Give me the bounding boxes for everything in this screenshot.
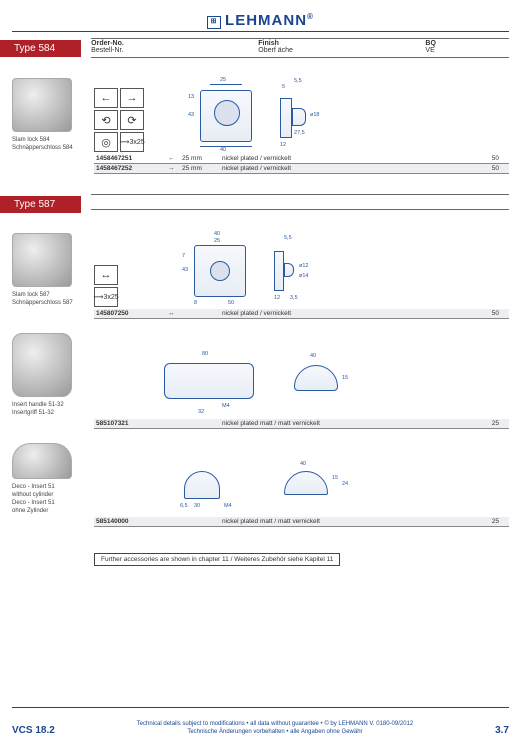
rotate-left-icon: ⟲ [94,110,118,130]
section-deco: Deco - Insert 51 without cylinder Deco -… [12,443,509,527]
page-footer: VCS 18.2 Technical details subject to mo… [12,720,509,736]
iconbox-587: ↔ ⟿3x25 [94,265,124,307]
table-row: 1458467251 ← 25 mm nickel plated / verni… [94,154,509,164]
arrow-right-icon: → [120,88,144,108]
brand-reg: ® [307,12,314,21]
label-584-en: Slam lock 584 [12,136,86,144]
label-handle-de: Insertgriff 51-32 [12,409,86,417]
type-tab-587: Type 587 [0,196,81,213]
table-row: 145807250 ↔ nickel plated / vernickelt 5… [94,309,509,319]
label-587-de: Schnäpperschloss 587 [12,299,86,307]
label-deco-en2: without cylinder [12,491,86,499]
product-image-587 [12,233,72,287]
techdraw-587: 40 25 7 43 8 50 5,5 ø12 ø14 12 3,5 [134,227,509,307]
table-row: 1458467252 → 25 mm nickel plated / verni… [94,164,509,174]
rotate-right-icon: ⟳ [120,110,144,130]
brand-name: LEHMANN [225,12,307,29]
product-image-deco [12,443,72,479]
table-587: 145807250 ↔ nickel plated / vernickelt 5… [94,309,509,319]
section-587: Slam lock 587 Schnäpperschloss 587 ↔ ⟿3x… [12,227,509,319]
thumb-insert-handle: Insert handle 51-32 Insertgriff 51-32 [12,333,86,417]
washer-icon: ◎ [94,132,118,152]
top-rule [12,31,509,32]
screw-icon: ⟿3x25 [94,287,118,307]
footer-page: 3.7 [495,725,509,736]
screw-icon: ⟿3x25 [120,132,144,152]
table-row: 585140000 nickel plated matt / matt vern… [94,517,509,527]
col-bq: BQ VE [425,40,509,54]
footer-vcs: VCS 18.2 [12,725,55,736]
brand-logo-icon: ⊞ [207,16,221,29]
bottom-rule [12,707,509,708]
techdraw-deco: 30 6,5 M4 40 15 24 [134,459,509,515]
section-insert-handle: Insert handle 51-32 Insertgriff 51-32 80… [12,333,509,429]
product-image-insert-handle [12,333,72,397]
thumb-584: Slam lock 584 Schnäpperschloss 584 [12,78,86,152]
footer-legal: Technical details subject to modificatio… [55,720,495,736]
label-handle-en: Insert handle 51-32 [12,401,86,409]
type-tab-584: Type 584 [0,40,81,57]
col-order: Order-No. Bestell-Nr. [91,40,258,54]
label-deco-en1: Deco - Insert 51 [12,483,86,491]
column-headers: Order-No. Bestell-Nr. Finish Oberf äche … [91,38,509,58]
table-handle: 585107321 nickel plated matt / matt vern… [94,419,509,429]
section-584: Slam lock 584 Schnäpperschloss 584 ← → ⟲… [12,72,509,174]
techdraw-handle: 80 M4 32 40 15 [134,345,509,417]
iconbox-584: ← → ⟲ ⟳ ◎ ⟿3x25 [94,88,150,152]
label-587-en: Slam lock 587 [12,291,86,299]
product-image-584 [12,78,72,132]
table-584: 1458467251 ← 25 mm nickel plated / verni… [94,154,509,174]
arrow-left-icon: ← [94,88,118,108]
thumb-deco: Deco - Insert 51 without cylinder Deco -… [12,443,86,515]
thumb-587: Slam lock 587 Schnäpperschloss 587 [12,233,86,307]
header-row-587: Type 587 [12,194,509,213]
label-deco-de1: Deco - Insert 51 [12,499,86,507]
label-584-de: Schnäpperschloss 584 [12,144,86,152]
techdraw-584: 25 13 43 40 5,5 5 ø18 27,5 12 [160,72,509,152]
brand-header: ⊞ LEHMANN® [12,12,509,29]
header-row-584: Type 584 Order-No. Bestell-Nr. Finish Ob… [12,38,509,58]
col-finish: Finish Oberf äche [258,40,425,54]
table-row: 585107321 nickel plated matt / matt vern… [94,419,509,429]
arrow-both-icon: ↔ [94,265,118,285]
accessory-note: Further accessories are shown in chapter… [94,553,340,566]
label-deco-de2: ohne Zylinder [12,507,86,515]
table-deco: 585140000 nickel plated matt / matt vern… [94,517,509,527]
catalog-page: ⊞ LEHMANN® Type 584 Order-No. Bestell-Nr.… [0,0,527,746]
